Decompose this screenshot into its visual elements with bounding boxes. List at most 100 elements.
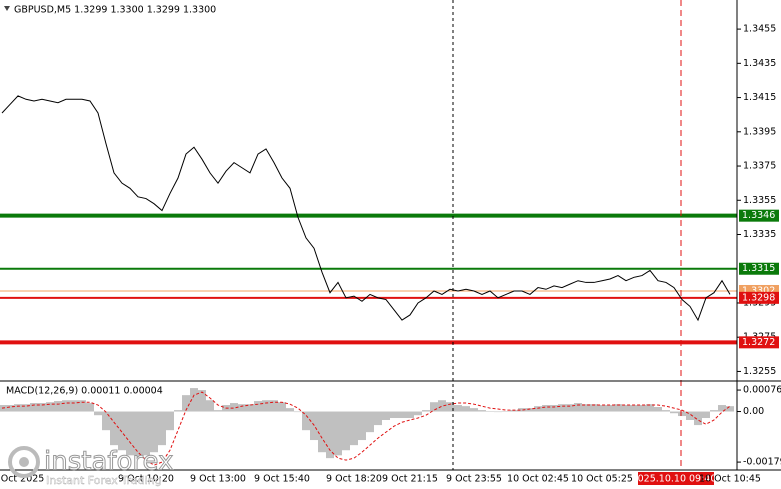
histogram-bar xyxy=(710,410,718,412)
level-label: 1.3302 xyxy=(742,285,775,296)
watermark: instaforex Instant Forex Trading xyxy=(8,446,174,487)
histogram-bar xyxy=(662,410,670,412)
histogram-bar xyxy=(462,406,470,412)
y-tick-label: 1.3435 xyxy=(743,58,776,69)
histogram-bar xyxy=(174,410,182,412)
histogram-bar xyxy=(598,405,606,412)
histogram-bar xyxy=(54,401,62,412)
histogram-bar xyxy=(94,411,102,416)
watermark-logo xyxy=(19,457,29,467)
y-tick-label: -0.00179 xyxy=(743,457,781,468)
watermark-tagline: Instant Forex Trading xyxy=(46,474,162,487)
histogram-bar xyxy=(390,411,398,419)
y-tick-label: 1.3375 xyxy=(743,161,776,172)
level-label: 1.3272 xyxy=(742,337,775,348)
histogram-bar xyxy=(334,411,342,456)
histogram-bar xyxy=(678,411,686,417)
histogram-bar xyxy=(206,400,214,412)
x-highlight-box xyxy=(638,472,714,485)
histogram-bar xyxy=(510,410,518,412)
price-line xyxy=(1,391,731,466)
x-tick-label: 9 Oct 18:20 xyxy=(326,474,382,485)
histogram-bar xyxy=(262,400,270,412)
x-tick-label: 9 Oct 15:40 xyxy=(254,474,310,485)
histogram-bar xyxy=(270,400,278,412)
histogram-bar xyxy=(630,405,638,412)
level-label-box xyxy=(739,291,779,304)
histogram-bar xyxy=(78,400,86,412)
histogram-bar xyxy=(574,403,582,412)
level-label-box xyxy=(739,262,779,275)
chart-title: GBPUSD,M5 1.3299 1.3300 1.3299 1.3300 xyxy=(14,5,216,16)
histogram-bar xyxy=(470,408,478,412)
y-tick-label: 1.3395 xyxy=(743,126,776,137)
histogram-bar xyxy=(358,411,366,441)
histogram-bar xyxy=(102,411,110,431)
symbol-icon xyxy=(4,6,10,11)
histogram-bar xyxy=(38,403,46,412)
x-tick-label: 9 Oct 13:00 xyxy=(190,474,246,485)
histogram-bar xyxy=(22,404,30,412)
level-label: 1.3346 xyxy=(742,210,775,221)
histogram-bar xyxy=(646,404,654,412)
histogram-bar xyxy=(494,411,502,413)
price-line xyxy=(1,95,731,322)
histogram-bar xyxy=(430,402,438,412)
histogram-bar xyxy=(478,410,486,412)
histogram-bar xyxy=(422,410,430,412)
y-tick-label: 1.3255 xyxy=(743,366,776,377)
plot-layer xyxy=(0,95,737,466)
histogram-bar xyxy=(542,405,550,412)
x-tick-label: 9 Oct 2025 xyxy=(0,474,44,485)
histogram-bar xyxy=(158,411,166,446)
histogram-bar xyxy=(446,402,454,412)
histogram-bar xyxy=(110,411,118,446)
histogram-bar xyxy=(606,405,614,412)
x-tick-label: 9 Oct 10:20 xyxy=(118,474,174,485)
histogram-bar xyxy=(286,408,294,412)
y-tick-label: 1.3415 xyxy=(743,92,776,103)
y-tick-label: 1.3335 xyxy=(743,229,776,240)
histogram-bar xyxy=(134,411,142,456)
histogram-bar xyxy=(398,411,406,419)
y-tick-label: 0.00076 xyxy=(743,385,781,396)
histogram-bar xyxy=(126,411,134,456)
histogram-bar xyxy=(414,411,422,416)
x-tick-label: 9 Oct 21:15 xyxy=(382,474,438,485)
histogram-bar xyxy=(182,395,190,412)
histogram-bar xyxy=(566,404,574,412)
histogram-bar xyxy=(582,404,590,412)
histogram-bar xyxy=(726,406,734,412)
histogram-bar xyxy=(254,401,262,412)
histogram-bar xyxy=(454,405,462,412)
histogram-bar xyxy=(230,403,238,412)
histogram-bar xyxy=(214,410,222,412)
histogram-bar xyxy=(638,405,646,412)
histogram-bar xyxy=(62,400,70,412)
histogram-bar xyxy=(14,404,22,412)
histogram-bar xyxy=(374,411,382,426)
histogram-bar xyxy=(534,406,542,412)
histogram-bar xyxy=(86,403,94,412)
histogram-bar xyxy=(406,411,414,419)
histogram-bar xyxy=(486,411,494,412)
histogram-bar xyxy=(6,405,14,412)
histogram-bar xyxy=(318,411,326,453)
x-tick-label: 10 Oct 05:25 xyxy=(571,474,633,485)
histogram-bar xyxy=(302,411,310,431)
watermark-brand: instaforex xyxy=(44,447,173,477)
x-tick-label: 10 Oct 10:45 xyxy=(699,474,761,485)
histogram-bar xyxy=(382,411,390,421)
histogram-bar xyxy=(150,411,158,453)
level-label-box xyxy=(739,336,779,349)
histogram-bar xyxy=(670,411,678,414)
histogram-bar xyxy=(614,404,622,412)
histogram-bar xyxy=(118,411,126,451)
y-tick-label: 1.3455 xyxy=(743,24,776,35)
histogram-bar xyxy=(622,405,630,412)
x-tick-label: 2025.10.10 09:40 xyxy=(632,474,717,485)
histogram-bar xyxy=(686,411,694,421)
level-label: 1.3315 xyxy=(742,263,775,274)
